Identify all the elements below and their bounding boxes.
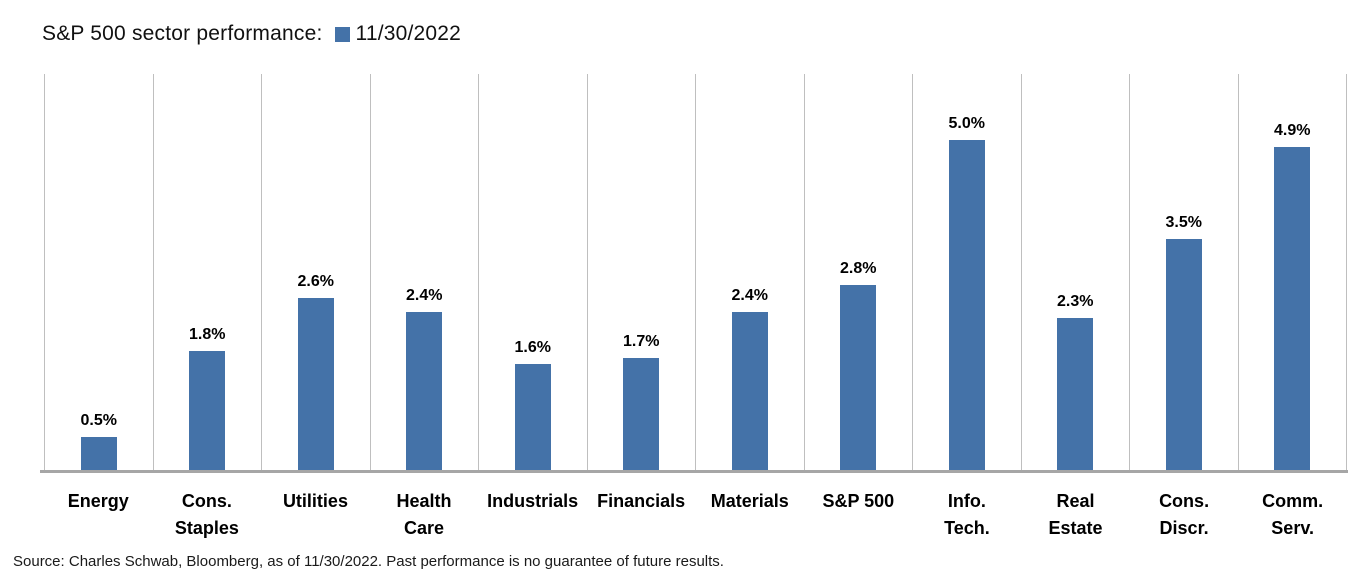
bar <box>1165 239 1202 470</box>
x-axis-label: Utilities <box>282 491 348 511</box>
x-axis-label: Cons. Staples <box>174 491 239 538</box>
category-column: 5.0% <box>912 74 1021 470</box>
bar <box>189 351 226 470</box>
x-axis-label: Real Estate <box>1048 491 1103 538</box>
bar-value-label: 1.7% <box>623 333 660 350</box>
category-column: 2.8% <box>803 74 913 470</box>
category-column: 3.5% <box>1129 74 1238 470</box>
bar-columns: 0.5% 1.8% 2.6% 2.4% 1.6% 1.7% 2.4% 2.8% 5.0% 2.3%… <box>44 74 1347 470</box>
x-axis-label: Health Care <box>396 491 452 538</box>
bar-value-label: 3.5% <box>1165 214 1202 231</box>
bar-value-label: 5.0% <box>948 115 985 132</box>
bar <box>623 358 660 470</box>
bar <box>406 312 443 470</box>
bar-value-label: 1.8% <box>189 326 226 343</box>
x-axis-label: Industrials <box>487 491 579 511</box>
category-column: 2.4% <box>369 74 479 470</box>
category-column: 0.5% <box>44 74 153 470</box>
bar <box>840 285 877 470</box>
x-axis-label: Comm. Serv. <box>1262 491 1324 538</box>
x-axis-label: Financials <box>597 491 686 511</box>
x-axis-line <box>40 470 1348 473</box>
legend-swatch-icon <box>334 26 350 42</box>
bar <box>80 437 117 470</box>
category-column: 1.8% <box>152 74 262 470</box>
source-note: Source: Charles Schwab, Bloomberg, as of… <box>13 553 724 570</box>
category-column: 1.7% <box>586 74 696 470</box>
bar-value-label: 4.9% <box>1274 122 1311 139</box>
bar-value-label: 0.5% <box>80 412 117 429</box>
x-axis-label: Cons. Discr. <box>1159 491 1210 538</box>
x-axis-labels: Energy Cons. Staples Utilities Health Care I… <box>44 488 1347 542</box>
bar-value-label: 1.6% <box>514 339 551 356</box>
x-axis-label: Energy <box>67 491 129 511</box>
category-column: 2.6% <box>261 74 370 470</box>
x-axis-label: S&P 500 <box>822 491 895 511</box>
x-axis-label: Materials <box>710 491 789 511</box>
bar <box>948 140 985 470</box>
chart-header: S&P 500 sector performance: 11/30/2022 <box>42 22 461 46</box>
category-column: 2.3% <box>1020 74 1130 470</box>
bar <box>1274 147 1311 470</box>
bar-value-label: 2.3% <box>1057 293 1094 310</box>
bar <box>1057 318 1094 470</box>
category-column: 1.6% <box>478 74 587 470</box>
x-axis-label: Info. Tech. <box>944 491 990 538</box>
bar-value-label: 2.8% <box>840 260 877 277</box>
bar <box>514 364 551 470</box>
bar-value-label: 2.6% <box>297 273 334 290</box>
bar-value-label: 2.4% <box>406 287 443 304</box>
category-column: 2.4% <box>695 74 804 470</box>
bar <box>731 312 768 470</box>
legend-label: 11/30/2022 <box>355 22 462 45</box>
plot-area: 0.5% 1.8% 2.6% 2.4% 1.6% 1.7% 2.4% 2.8% 5.0% 2.3%… <box>44 74 1347 470</box>
legend: 11/30/2022 <box>334 22 462 46</box>
chart-title: S&P 500 sector performance: <box>42 22 323 45</box>
category-column: 4.9% <box>1237 74 1347 470</box>
bar-value-label: 2.4% <box>731 287 768 304</box>
bar <box>297 298 334 470</box>
